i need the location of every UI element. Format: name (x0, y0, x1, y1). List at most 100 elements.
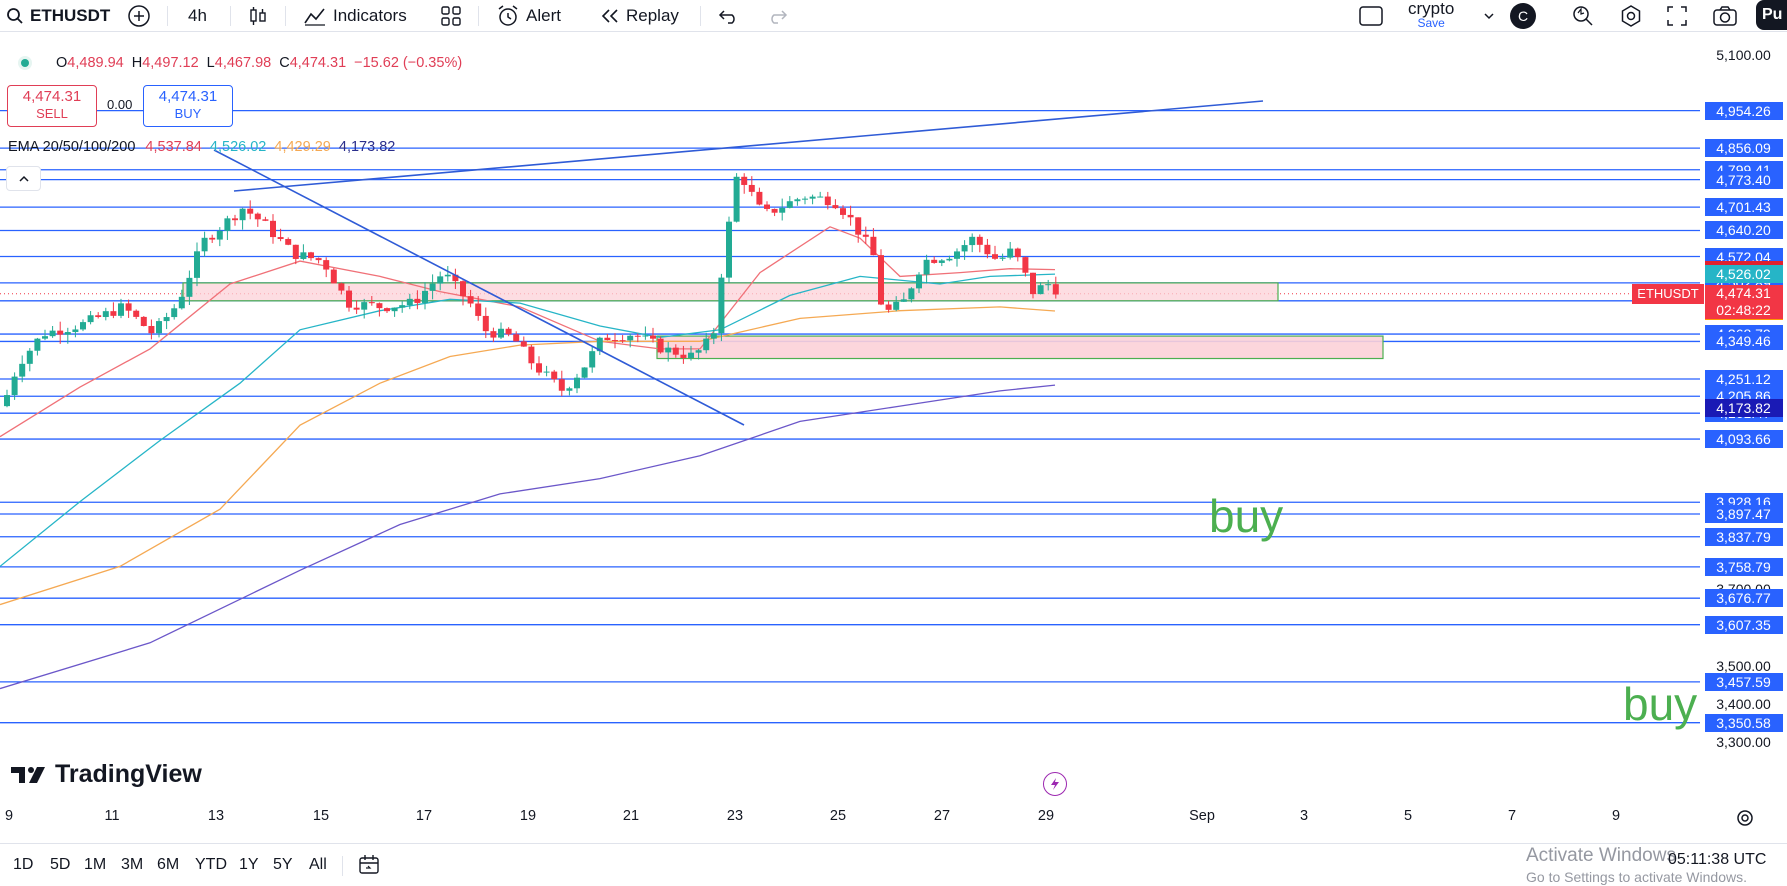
sell-button[interactable]: 4,474.31 SELL (7, 85, 97, 127)
redo-button[interactable] (766, 0, 788, 32)
ema200-line[interactable] (0, 384, 1056, 690)
date-range-button[interactable] (358, 854, 382, 881)
candle (285, 237, 292, 246)
candle (984, 238, 991, 259)
candle (764, 201, 770, 212)
sell-price: 4,474.31 (22, 88, 82, 105)
candle (733, 173, 740, 223)
ohlc-legend: O4,489.94 H4,497.12 L4,467.98 C4,474.31 … (18, 55, 462, 71)
candle (444, 266, 451, 282)
candle (224, 215, 231, 240)
support-zone[interactable] (656, 335, 1384, 360)
candle (855, 217, 862, 243)
snapshot-button[interactable] (1712, 0, 1738, 32)
candles-icon (250, 7, 266, 25)
layout-selector[interactable] (1358, 0, 1384, 32)
range-button-3m[interactable]: 3M (121, 856, 144, 873)
quick-search-button[interactable] (1571, 0, 1595, 32)
layout-menu-button[interactable] (1482, 0, 1496, 32)
time-axis[interactable]: 9 11 13 15 17 19 21 23 25 27 29 Sep 3 5 7 9 (0, 800, 1700, 840)
candle (57, 321, 64, 344)
candle (992, 245, 998, 260)
line-price-label: 3,676.77 (1704, 589, 1783, 608)
candle (315, 257, 322, 264)
avatar: C (1510, 3, 1536, 29)
clock[interactable]: 05:11:38 UTC (1668, 851, 1767, 868)
time-tick: 15 (312, 808, 330, 824)
buy-label: BUY (174, 106, 202, 121)
candle (361, 298, 368, 319)
layout-name-button[interactable]: crypto Save (1408, 0, 1454, 32)
candle (665, 342, 672, 362)
candle (254, 212, 261, 227)
event-marker[interactable] (1043, 772, 1067, 796)
symbol-name: ETHUSDT (30, 6, 111, 25)
candle (634, 333, 641, 343)
top-toolbar: ETHUSDT 4h Indicators Alert Replay crypt… (0, 0, 1787, 32)
candle (619, 335, 626, 343)
resistance-zone[interactable] (182, 282, 1279, 302)
candle (650, 327, 656, 343)
low-label: L (206, 55, 215, 71)
ema-title: EMA 20/50/100/200 (8, 139, 136, 155)
axis-settings-button[interactable] (1735, 808, 1755, 833)
symbol-search[interactable]: ETHUSDT (6, 0, 110, 32)
ema50-line[interactable] (0, 273, 1056, 567)
chart-type-button[interactable] (247, 0, 269, 32)
last-price-label: 4,474.31 02:48:22 (1704, 284, 1783, 319)
descending-trend-line[interactable] (213, 149, 745, 426)
candle (64, 327, 71, 344)
candle (627, 333, 634, 348)
range-button-ytd[interactable]: YTD (195, 856, 227, 873)
price-tick: 3,400.00 (1716, 695, 1771, 712)
candle (520, 336, 527, 347)
settings-button[interactable] (1619, 0, 1643, 32)
interval-button[interactable]: 4h (188, 0, 207, 32)
range-button-1m[interactable]: 1M (84, 856, 107, 873)
time-tick: 29 (1037, 808, 1055, 824)
high-value: 4,497.12 (142, 55, 199, 71)
price-chart[interactable] (0, 0, 1787, 843)
candle (817, 191, 824, 198)
range-button-5d[interactable]: 5D (50, 856, 71, 873)
alert-button[interactable]: Alert (496, 0, 561, 32)
ema-legend[interactable]: EMA 20/50/100/200 4,537.84 4,526.02 4,42… (8, 139, 395, 155)
range-button-all[interactable]: All (309, 856, 327, 873)
line-price-label: 4,856.09 (1704, 139, 1783, 158)
ascending-trend-line[interactable] (233, 100, 1264, 192)
camera-icon (1713, 6, 1737, 26)
tradingview-logo[interactable]: TradingView (11, 760, 202, 789)
price-axis[interactable]: 5,100.003,700.003,500.003,400.003,300.00… (1700, 33, 1787, 808)
templates-button[interactable] (440, 0, 462, 32)
spread-value: 0.00 (107, 97, 133, 112)
range-button-6m[interactable]: 6M (157, 856, 180, 873)
buy-button[interactable]: 4,474.31 BUY (143, 85, 233, 127)
buy-annotation-2[interactable]: buy (1623, 678, 1698, 730)
candle (908, 287, 915, 303)
zones (182, 282, 1384, 360)
indicators-button[interactable]: Indicators (303, 0, 407, 32)
compare-symbol-button[interactable] (127, 0, 151, 32)
buy-annotation-1[interactable]: buy (1209, 490, 1284, 542)
candle (323, 257, 330, 278)
range-button-1d[interactable]: 1D (13, 856, 34, 873)
account-button[interactable]: C (1510, 0, 1536, 32)
ema100-line[interactable] (0, 306, 1056, 606)
undo-button[interactable] (718, 0, 740, 32)
candle (969, 233, 976, 253)
range-button-1y[interactable]: 1Y (239, 856, 259, 873)
candle (513, 331, 520, 342)
replay-button[interactable]: Replay (600, 0, 679, 32)
candle (406, 293, 413, 310)
candle (543, 365, 550, 377)
collapse-legend-button[interactable] (6, 166, 41, 191)
ema20-value: 4,537.84 (145, 139, 202, 155)
range-button-5y[interactable]: 5Y (273, 856, 293, 873)
low-value: 4,467.98 (214, 55, 272, 71)
price-tick: 3,500.00 (1716, 657, 1771, 674)
candle (80, 319, 86, 332)
candle (422, 282, 428, 310)
fullscreen-button[interactable] (1666, 0, 1688, 32)
publish-button[interactable]: Pu (1756, 0, 1787, 30)
symbol-price-tag: ETHUSDT (1632, 283, 1704, 304)
